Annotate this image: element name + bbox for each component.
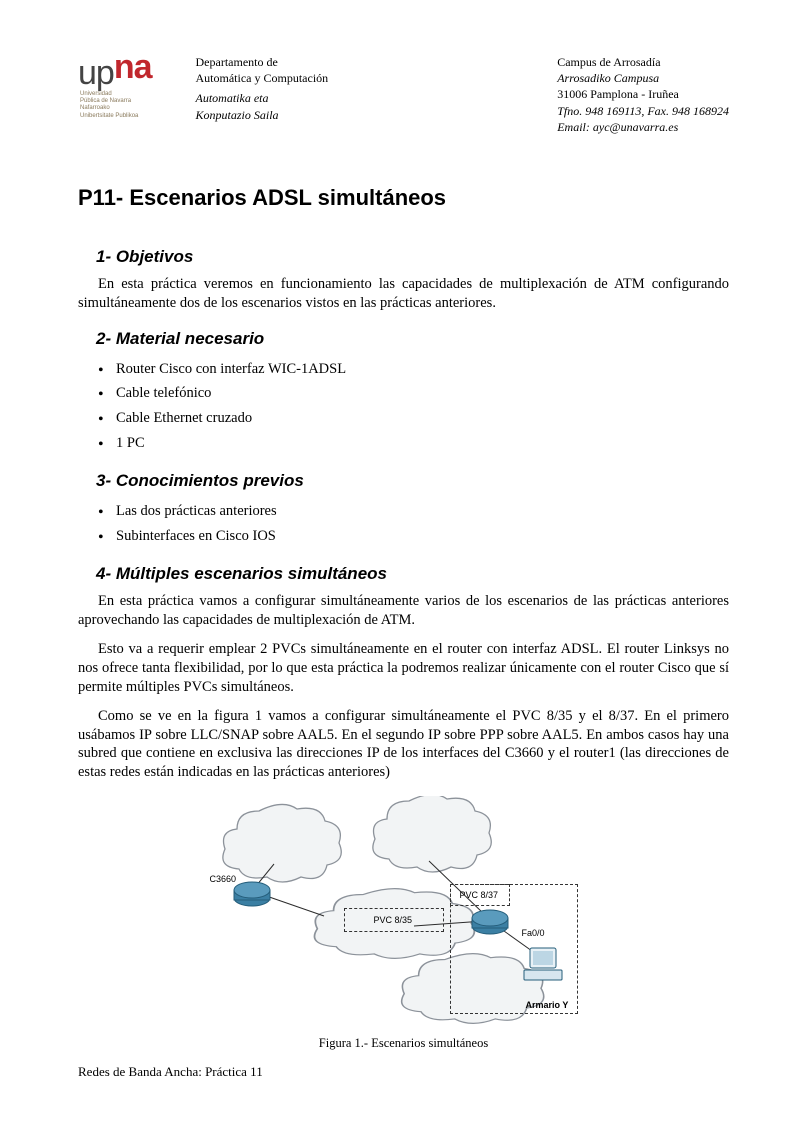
list-item: Router Cisco con interfaz WIC-1ADSL: [116, 357, 729, 382]
label-armario: Armario Y: [526, 1000, 569, 1010]
logo-text-na: na: [114, 48, 152, 87]
body-paragraph: Como se ve en la figura 1 vamos a config…: [78, 707, 729, 782]
page-title: P11- Escenarios ADSL simultáneos: [78, 185, 729, 211]
section-heading-material: 2- Material necesario: [78, 329, 729, 349]
section-heading-objetivos: 1- Objetivos: [78, 247, 729, 267]
list-item: Cable telefónico: [116, 381, 729, 406]
body-paragraph: Esto va a requerir emplear 2 PVCs simult…: [78, 640, 729, 697]
material-list: Router Cisco con interfaz WIC-1ADSL Cabl…: [78, 357, 729, 456]
dept-line: Automática y Computación: [196, 70, 329, 86]
campus-line: Tfno. 948 169113, Fax. 948 168924: [557, 103, 729, 119]
list-item: 1 PC: [116, 431, 729, 456]
cloud-icon: [222, 805, 340, 883]
section-heading-conocimientos: 3- Conocimientos previos: [78, 471, 729, 491]
campus-line: 31006 Pamplona - Iruñea: [557, 86, 729, 102]
label-pvc837: PVC 8/37: [460, 890, 499, 900]
armario-box: [450, 884, 578, 1014]
dept-line: Konputazio Saila: [196, 107, 329, 123]
list-item: Subinterfaces en Cisco IOS: [116, 524, 729, 549]
campus-line: Email: ayc@unavarra.es: [557, 119, 729, 135]
campus-line: Arrosadiko Campusa: [557, 70, 729, 86]
label-pvc835: PVC 8/35: [374, 915, 413, 925]
network-diagram: C3660 PVC 8/35 PVC 8/37 Fa0/0 Armario Y: [204, 796, 604, 1026]
header-left: up na Universidad Pública de Navarra Naf…: [78, 54, 328, 123]
campus-block: Campus de Arrosadía Arrosadiko Campusa 3…: [557, 54, 729, 135]
figure-caption: Figura 1.- Escenarios simultáneos: [319, 1036, 488, 1051]
dept-line: Automatika eta: [196, 90, 329, 106]
list-item: Las dos prácticas anteriores: [116, 499, 729, 524]
label-c3660: C3660: [210, 874, 237, 884]
label-fa00: Fa0/0: [522, 928, 545, 938]
body-paragraph: En esta práctica vamos a configurar simu…: [78, 592, 729, 630]
upna-logo: up na Universidad Pública de Navarra Naf…: [78, 54, 152, 120]
router-icon: [234, 882, 270, 906]
department-block: Departamento de Automática y Computación…: [196, 54, 329, 123]
page-header: up na Universidad Pública de Navarra Naf…: [78, 54, 729, 135]
campus-line: Campus de Arrosadía: [557, 54, 729, 70]
figure-container: C3660 PVC 8/35 PVC 8/37 Fa0/0 Armario Y …: [78, 796, 729, 1051]
section-heading-multiples: 4- Múltiples escenarios simultáneos: [78, 564, 729, 584]
body-paragraph: En esta práctica veremos en funcionamien…: [78, 275, 729, 313]
cloud-icon: [372, 796, 490, 872]
page-footer: Redes de Banda Ancha: Práctica 11: [78, 1064, 263, 1080]
dept-line: Departamento de: [196, 54, 329, 70]
logo-subtitle: Universidad Pública de Navarra Nafarroak…: [78, 91, 138, 120]
prereq-list: Las dos prácticas anteriores Subinterfac…: [78, 499, 729, 548]
logo-text-up: up: [78, 54, 114, 93]
list-item: Cable Ethernet cruzado: [116, 406, 729, 431]
